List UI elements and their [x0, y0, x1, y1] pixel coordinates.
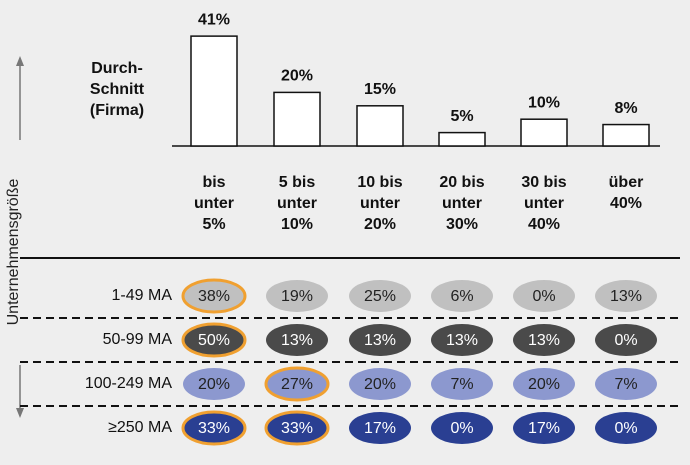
row-label: ≥250 MA: [108, 419, 172, 436]
cell-label: 0%: [614, 332, 637, 349]
value-label: 10%: [528, 94, 560, 111]
cell-label: 13%: [364, 332, 396, 349]
cell-label: 0%: [450, 420, 473, 437]
arrow-head: [16, 408, 24, 418]
cell-label: 13%: [528, 332, 560, 349]
bar: [438, 131, 486, 147]
cell-label: 17%: [364, 420, 396, 437]
bar: [273, 91, 321, 147]
cell: [181, 410, 247, 446]
cell: [431, 324, 493, 356]
cell-label: 0%: [532, 288, 555, 305]
value-label: 15%: [364, 81, 396, 98]
cell-label: 33%: [281, 420, 313, 437]
row-label: 1-49 MA: [112, 287, 173, 304]
cell-label: 20%: [198, 376, 230, 393]
cell: [513, 368, 575, 400]
row-label: 100-249 MA: [85, 375, 172, 392]
cell-label: 33%: [198, 420, 230, 437]
category-label: bis unter 5%: [194, 174, 234, 233]
cell: [349, 324, 411, 356]
cell: [595, 368, 657, 400]
cell-label: 20%: [364, 376, 396, 393]
cell-label: 17%: [528, 420, 560, 437]
category-label: 20 bis unter 30%: [439, 174, 485, 233]
cell: [595, 412, 657, 444]
row-label: 50-99 MA: [103, 331, 173, 348]
cell: [595, 324, 657, 356]
arrow-head: [16, 56, 24, 66]
cell-label: 27%: [281, 376, 313, 393]
cell-label: 13%: [281, 332, 313, 349]
y-label: Durch- Schnitt (Firma): [89, 60, 145, 119]
value-label: 8%: [614, 100, 637, 117]
cell: [349, 280, 411, 312]
cell: [513, 280, 575, 312]
bar: [190, 35, 238, 147]
cell-label: 20%: [528, 376, 560, 393]
cell-label: 7%: [614, 376, 637, 393]
value-label: 41%: [198, 11, 230, 28]
cell: [513, 324, 575, 356]
cell: [513, 412, 575, 444]
cell: [181, 322, 247, 358]
bar: [356, 105, 404, 147]
cell-label: 50%: [198, 332, 230, 349]
side-label: Unternehmensgröße: [5, 179, 22, 326]
cell-label: 38%: [198, 288, 230, 305]
category-label: über 40%: [608, 174, 644, 212]
cell: [349, 412, 411, 444]
cell: [181, 278, 247, 314]
cell-label: 13%: [446, 332, 478, 349]
cell-label: 6%: [450, 288, 473, 305]
bar: [602, 123, 650, 147]
cell-label: 7%: [450, 376, 473, 393]
category-label: 30 bis unter 40%: [521, 174, 567, 233]
category-label: 10 bis unter 20%: [357, 174, 403, 233]
cell: [431, 412, 493, 444]
value-label: 20%: [281, 68, 313, 85]
cell: [266, 280, 328, 312]
cell: [349, 368, 411, 400]
cell: [431, 280, 493, 312]
bar: [520, 118, 568, 147]
value-label: 5%: [450, 108, 473, 125]
cell-label: 0%: [614, 420, 637, 437]
category-label: 5 bis unter 10%: [277, 174, 317, 233]
cell: [264, 366, 330, 402]
cell-label: 13%: [610, 288, 642, 305]
cell-label: 25%: [364, 288, 396, 305]
cell: [266, 324, 328, 356]
cell: [183, 368, 245, 400]
cell: [264, 410, 330, 446]
cell: [431, 368, 493, 400]
cell: [595, 280, 657, 312]
cell-label: 19%: [281, 288, 313, 305]
